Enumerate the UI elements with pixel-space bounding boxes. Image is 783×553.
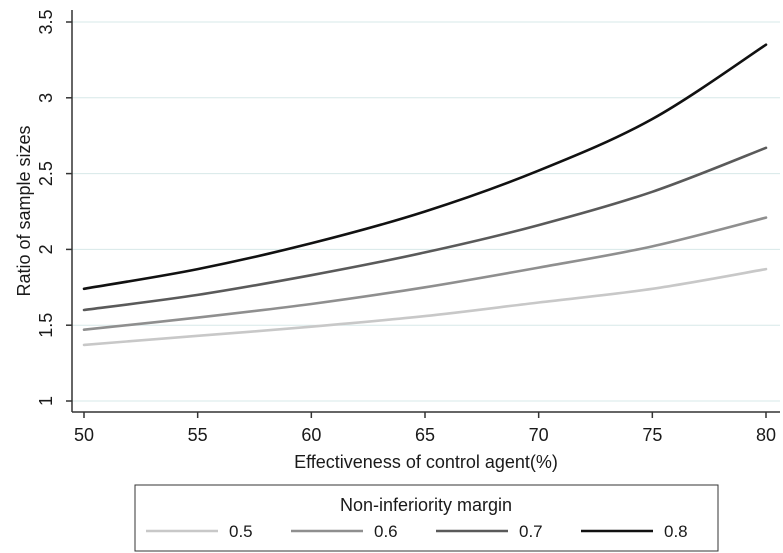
series-line-0-7 <box>82 146 768 312</box>
x-tick-label: 70 <box>529 425 549 445</box>
x-tick-label: 75 <box>642 425 662 445</box>
x-tick-label: 80 <box>756 425 776 445</box>
y-axis-title: Ratio of sample sizes <box>14 125 34 296</box>
x-axis-title: Effectiveness of control agent(%) <box>294 452 558 472</box>
legend-label: 0.5 <box>229 522 253 541</box>
series-lines <box>82 43 768 347</box>
x-tick-label: 50 <box>74 425 94 445</box>
y-tick-label: 2.5 <box>36 161 56 186</box>
y-tick-label: 3.5 <box>36 9 56 34</box>
grid <box>72 21 780 402</box>
legend: Non-inferiority margin 0.5 0.6 0.7 0.8 <box>134 484 719 552</box>
series-line-0-8 <box>82 43 768 291</box>
legend-items: 0.5 0.6 0.7 0.8 <box>146 522 688 541</box>
y-tick-label: 2 <box>36 244 56 254</box>
legend-title: Non-inferiority margin <box>340 495 512 515</box>
axes: 1 1.5 2 2.5 3 3.5 50 55 60 65 70 75 80 <box>36 9 780 445</box>
y-tick-label: 1.5 <box>36 313 56 338</box>
x-tick-label: 60 <box>301 425 321 445</box>
x-tick-label: 55 <box>188 425 208 445</box>
x-tick-label: 65 <box>415 425 435 445</box>
y-tick-label: 3 <box>36 93 56 103</box>
legend-box <box>134 484 719 552</box>
legend-label: 0.7 <box>519 522 543 541</box>
legend-label: 0.6 <box>374 522 398 541</box>
y-tick-label: 1 <box>36 396 56 406</box>
series-line-0-5 <box>82 267 768 347</box>
legend-label: 0.8 <box>664 522 688 541</box>
series-line-0-6 <box>82 216 768 331</box>
